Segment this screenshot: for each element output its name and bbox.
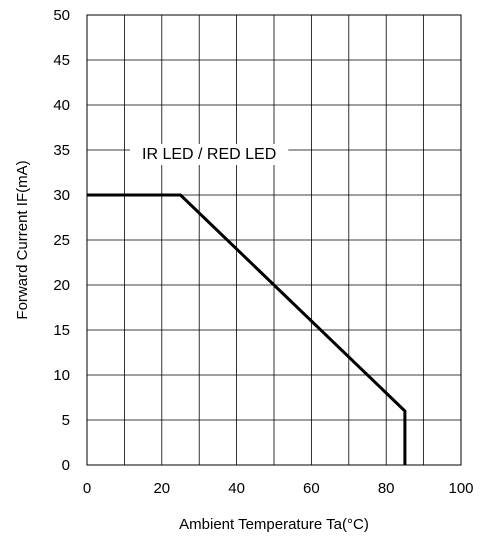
- annotation-background: [130, 144, 289, 165]
- x-tick-label: 60: [303, 480, 320, 497]
- y-axis-title: Forward Current IF(mA): [14, 160, 31, 319]
- x-tick-label: 80: [378, 480, 395, 497]
- annotation-label: IR LED / RED LED: [142, 146, 276, 163]
- x-tick-label: 0: [83, 480, 91, 497]
- y-tick-label: 20: [53, 277, 70, 294]
- y-tick-label: 10: [53, 367, 70, 384]
- y-tick-label: 25: [53, 232, 70, 249]
- y-tick-label: 15: [53, 322, 70, 339]
- x-tick-labels: 0 20 40 60 80 100: [83, 480, 474, 497]
- y-tick-label: 45: [53, 52, 70, 69]
- x-axis-title: Ambient Temperature Ta(°C): [179, 516, 369, 533]
- y-tick-labels: 0 5 10 15 20 25 30 35 40 45 50: [53, 7, 70, 474]
- y-tick-label: 35: [53, 142, 70, 159]
- y-tick-label: 30: [53, 187, 70, 204]
- y-tick-label: 40: [53, 97, 70, 114]
- series-line: [87, 193, 407, 465]
- x-tick-label: 100: [448, 480, 473, 497]
- x-tick-label: 20: [153, 480, 170, 497]
- y-tick-label: 50: [53, 7, 70, 24]
- x-tick-label: 40: [228, 480, 245, 497]
- y-tick-label: 5: [62, 412, 70, 429]
- y-tick-label: 0: [62, 457, 70, 474]
- plot-frame: [86, 14, 462, 466]
- series-group: [87, 193, 407, 465]
- annotation-group: IR LED / RED LED: [130, 144, 289, 165]
